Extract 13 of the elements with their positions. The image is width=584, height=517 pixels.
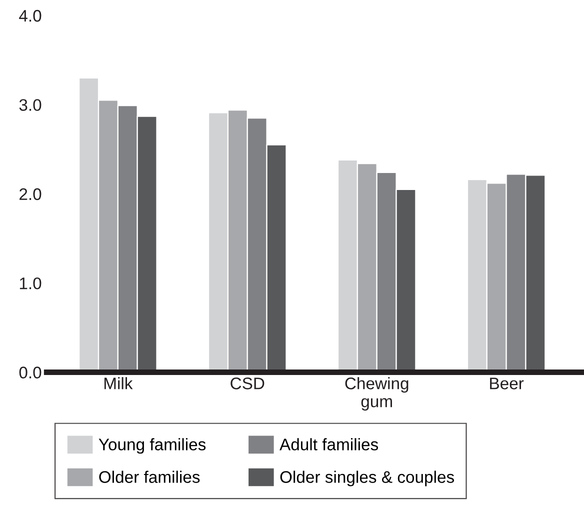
- legend-label: Adult families: [280, 438, 378, 450]
- legend-label: Young families: [98, 438, 206, 454]
- y-tick-label: 2.0: [20, 188, 42, 200]
- x-tick-label: Beer: [490, 378, 524, 390]
- y-tick-label: 1.0: [20, 277, 42, 290]
- x-tick-label: Chewing gum: [345, 377, 408, 411]
- x-tick-label: CSD: [230, 378, 264, 390]
- legend-label: Older families: [99, 470, 200, 483]
- x-tick-label: Milk: [104, 377, 133, 390]
- legend-label: Older singles & couples: [280, 470, 454, 486]
- y-tick-label: 4.0: [19, 10, 42, 22]
- y-tick-label: 3.0: [19, 99, 42, 111]
- y-tick-label: 0.0: [19, 366, 42, 378]
